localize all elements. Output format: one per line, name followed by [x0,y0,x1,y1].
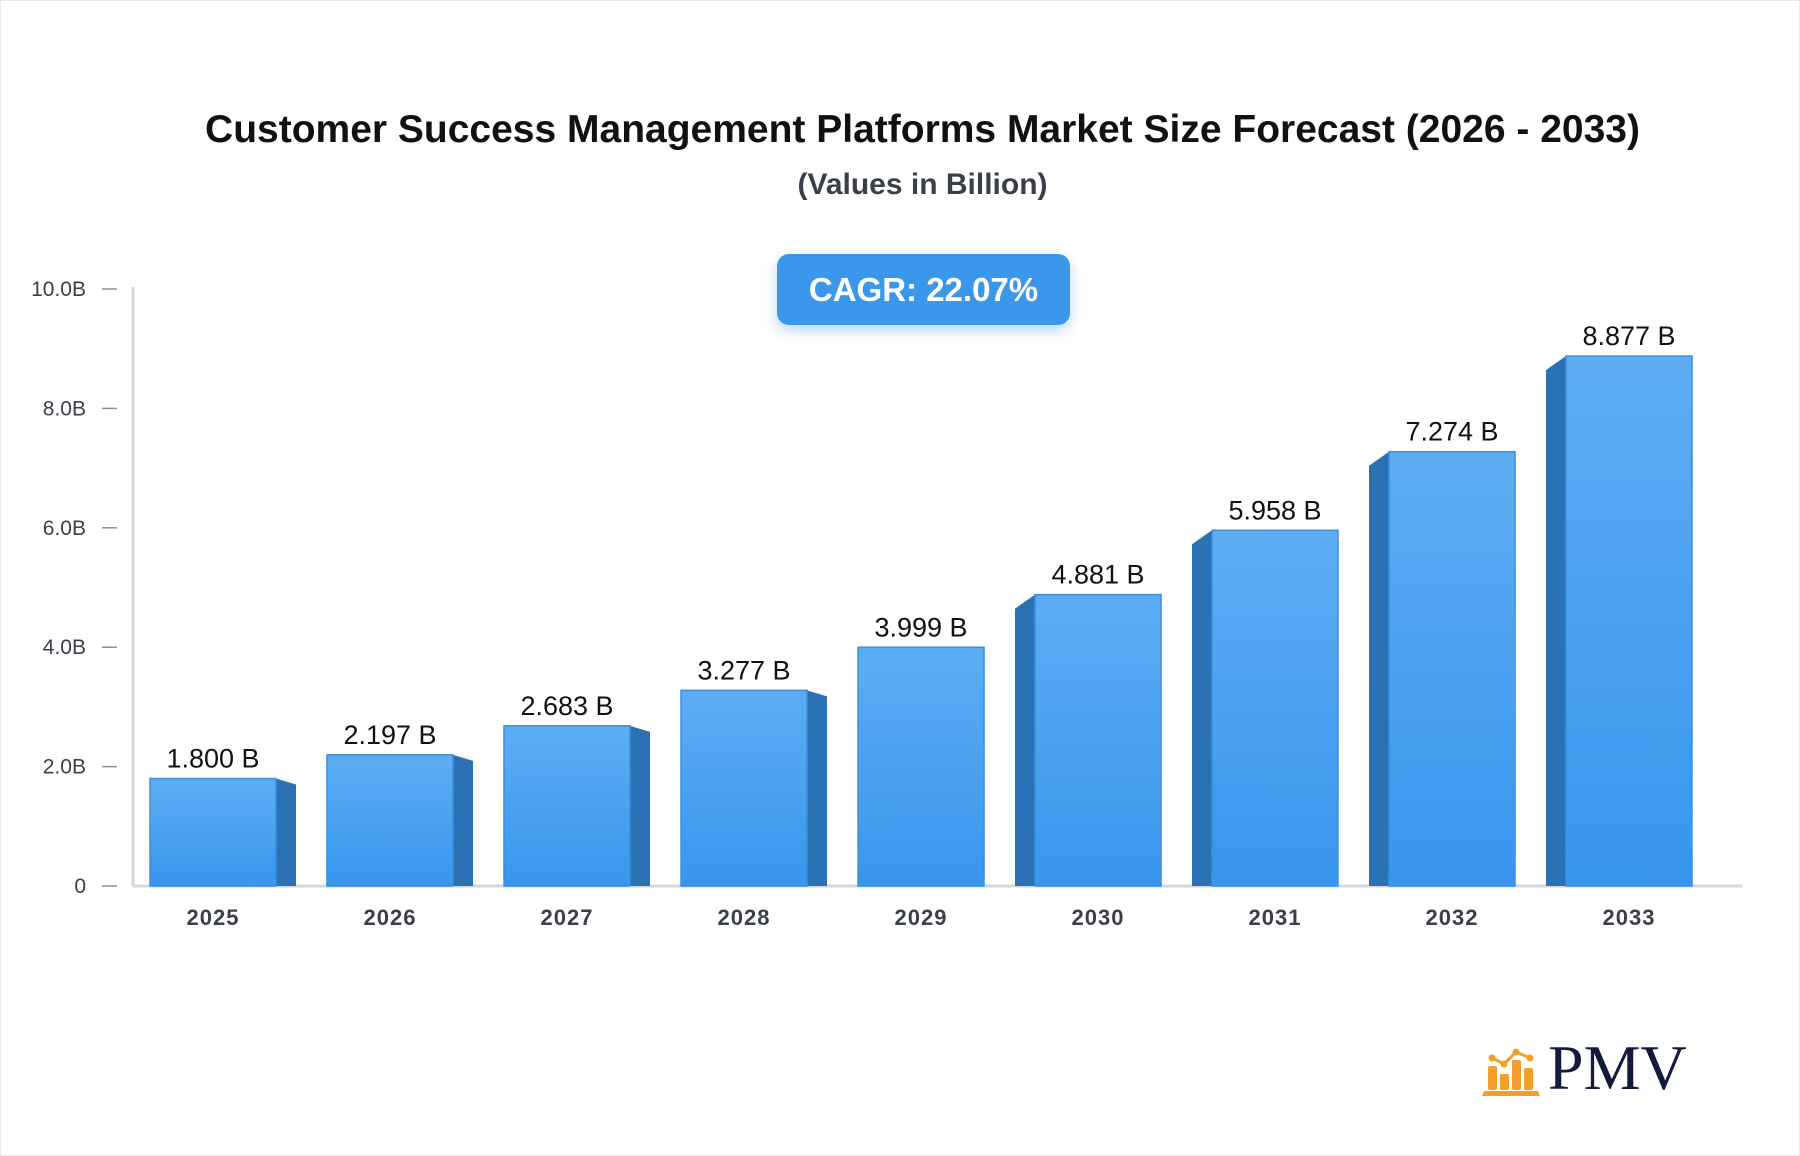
bar-side [630,725,650,886]
bar [503,725,631,887]
bar-chart-logo-icon [1482,1048,1540,1096]
bar [1211,529,1339,887]
x-tick-label: 2029 [895,905,948,930]
bar [1388,450,1516,887]
bar [857,646,985,887]
bar [326,754,454,887]
bar-side [1192,530,1212,886]
cagr-badge: CAGR: 22.07% [777,254,1070,325]
bar-side [1369,451,1389,886]
x-tick-label: 2027 [541,905,594,930]
chart-title: Customer Success Management Platforms Ma… [205,108,1640,151]
data-label: 1.800 B [166,744,259,774]
data-label: 4.881 B [1051,560,1144,590]
data-label: 8.877 B [1582,321,1675,351]
x-tick-label: 2025 [187,905,240,930]
logo-text: PMV [1548,1032,1687,1103]
data-label: 5.958 B [1228,495,1321,525]
bar [149,777,277,887]
bar [680,689,808,887]
bar [1034,593,1162,887]
y-tick-label: 2.0B [43,756,86,779]
chart-subtitle: (Values in Billion) [797,168,1048,201]
bar-side [1015,594,1035,886]
y-tick-label: 6.0B [43,517,86,540]
bar-side [453,754,473,886]
x-tick-label: 2028 [718,905,771,930]
y-tick-label: 4.0B [43,636,86,659]
data-label: 7.274 B [1405,417,1498,447]
x-tick-label: 2033 [1603,905,1656,930]
x-tick-label: 2032 [1426,905,1479,930]
pmv-logo: PMV [1480,1032,1687,1103]
bar-side [276,778,296,886]
y-tick-label: 10.0B [31,278,86,301]
bar-side [1546,356,1566,886]
bar-side [807,690,827,886]
bar [1565,355,1693,887]
data-label: 2.683 B [520,691,613,721]
x-tick-label: 2030 [1072,905,1125,930]
y-tick-label: 0 [74,875,86,898]
data-label: 3.277 B [697,655,790,685]
data-label: 3.999 B [874,612,967,642]
y-tick-label: 8.0B [43,397,86,420]
x-tick-label: 2031 [1249,905,1302,930]
data-label: 2.197 B [343,720,436,750]
x-tick-label: 2026 [364,905,417,930]
